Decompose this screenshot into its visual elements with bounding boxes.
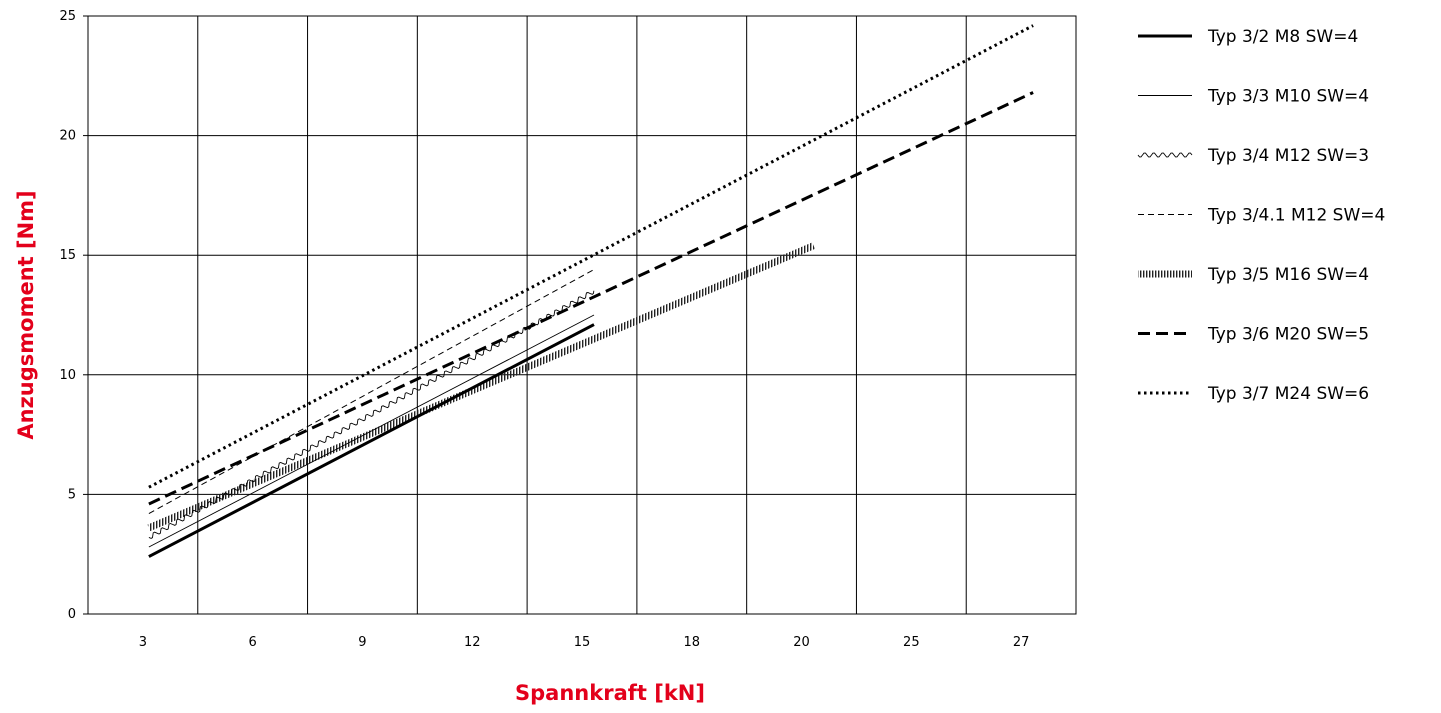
legend-label: Typ 3/3 M10 SW=4 bbox=[1207, 87, 1369, 107]
series-layer bbox=[147, 24, 1034, 558]
y-tick-label: 25 bbox=[59, 9, 76, 24]
y-axis-title: Anzugsmoment [Nm] bbox=[14, 190, 38, 439]
x-tick-label: 18 bbox=[684, 635, 701, 650]
y-tick-label: 5 bbox=[68, 487, 76, 502]
legend-item: Typ 3/4.1 M12 SW=4 bbox=[1138, 206, 1385, 226]
legend-item: Typ 3/3 M10 SW=4 bbox=[1138, 87, 1369, 107]
series-line bbox=[148, 323, 595, 558]
legend-label: Typ 3/4.1 M12 SW=4 bbox=[1207, 206, 1385, 226]
y-tick-label: 15 bbox=[59, 248, 76, 263]
series-line bbox=[147, 242, 815, 532]
x-tick-label: 3 bbox=[139, 635, 147, 650]
x-tick-label: 20 bbox=[793, 635, 810, 650]
x-tick-label: 6 bbox=[249, 635, 257, 650]
x-tick-label: 9 bbox=[358, 635, 366, 650]
legend-item: Typ 3/6 M20 SW=5 bbox=[1138, 325, 1369, 345]
legend-label: Typ 3/5 M16 SW=4 bbox=[1207, 265, 1369, 285]
x-axis-title: Spannkraft [kN] bbox=[515, 681, 705, 705]
series-line bbox=[148, 269, 595, 514]
series-line bbox=[148, 314, 595, 548]
legend-item: Typ 3/5 M16 SW=4 bbox=[1138, 265, 1369, 285]
grid bbox=[83, 15, 1077, 615]
series-line bbox=[148, 24, 1034, 489]
legend-label: Typ 3/6 M20 SW=5 bbox=[1207, 325, 1369, 345]
y-tick-label: 10 bbox=[59, 368, 76, 383]
x-tick-label: 25 bbox=[903, 635, 920, 650]
series-line bbox=[148, 290, 595, 539]
plot-area-frame bbox=[87, 15, 1077, 615]
legend-item: Typ 3/2 M8 SW=4 bbox=[1138, 27, 1358, 47]
legend-swatch bbox=[1137, 152, 1193, 158]
legend-item: Typ 3/4 M12 SW=3 bbox=[1137, 146, 1369, 166]
legend: Typ 3/2 M8 SW=4 Typ 3/3 M10 SW=4 Typ 3/4 M… bbox=[1137, 27, 1385, 404]
legend-label: Typ 3/7 M24 SW=6 bbox=[1207, 384, 1369, 404]
legend-label: Typ 3/4 M12 SW=3 bbox=[1207, 146, 1369, 166]
x-tick-label: 27 bbox=[1013, 635, 1030, 650]
y-tick-label: 20 bbox=[59, 129, 76, 144]
legend-label: Typ 3/2 M8 SW=4 bbox=[1207, 27, 1358, 47]
ticks: 3 6 9 12 15 18 20 25 27 0 5 10 15 20 25 bbox=[59, 9, 1029, 650]
x-tick-label: 12 bbox=[464, 635, 481, 650]
x-tick-label: 15 bbox=[574, 635, 591, 650]
y-tick-label: 0 bbox=[68, 607, 76, 622]
series-line bbox=[148, 91, 1034, 506]
legend-item: Typ 3/7 M24 SW=6 bbox=[1138, 384, 1369, 404]
